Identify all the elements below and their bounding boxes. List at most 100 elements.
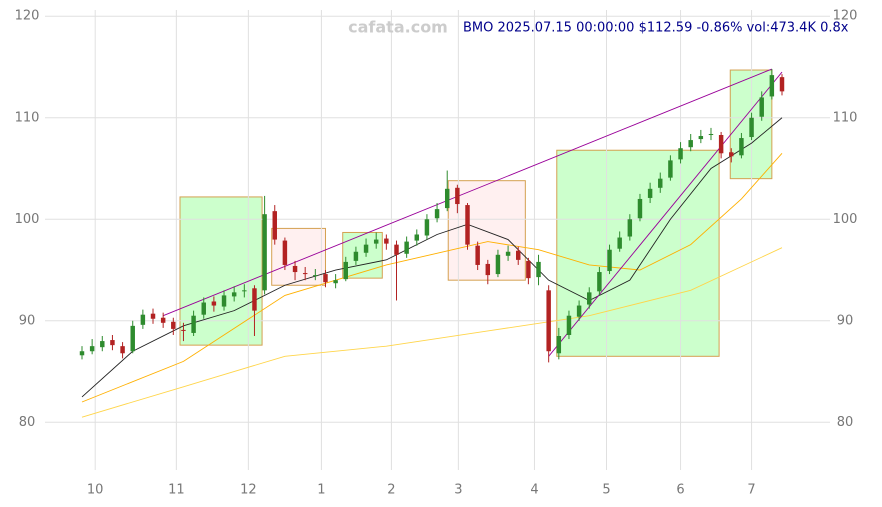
candle-body (434, 209, 440, 219)
x-tick-label: 3 (454, 483, 462, 498)
candle-body (546, 290, 551, 352)
candle-body (495, 254, 501, 275)
candle-body (150, 313, 156, 319)
candle-body (323, 274, 328, 283)
candle-body (455, 187, 460, 205)
candle-body (779, 77, 785, 92)
candle-body (485, 263, 491, 276)
candle-body (627, 219, 633, 237)
x-tick-label: 6 (676, 483, 684, 498)
y-tick-label-right: 100 (833, 212, 858, 227)
candle-body (516, 250, 521, 260)
candle-body (444, 188, 450, 209)
candle-body (89, 346, 95, 352)
candle-body (668, 160, 673, 178)
x-tick-label: 11 (168, 483, 185, 498)
x-tick-label: 4 (530, 483, 538, 498)
y-tick-label: 90 (19, 313, 36, 328)
candle-body (384, 238, 389, 244)
candle-body (566, 315, 572, 335)
candle-body (394, 244, 399, 255)
x-tick-label: 10 (87, 483, 104, 498)
y-tick-label-right: 80 (837, 415, 854, 430)
candle-body (79, 351, 85, 356)
candle-body (160, 317, 166, 323)
candle-body (262, 214, 267, 291)
candle-body (242, 290, 247, 292)
candle-body (587, 292, 592, 305)
y-tick-label: 80 (19, 415, 36, 430)
chart-title: BMO 2025.07.15 00:00:00 $112.59 -0.86% v… (463, 21, 849, 36)
candle-body (181, 329, 186, 331)
candle-body (282, 240, 288, 265)
x-tick-label: 7 (747, 483, 755, 498)
candle-body (191, 315, 196, 333)
candle-body (505, 251, 511, 256)
indicator-line (81, 152, 783, 403)
candle-body (313, 275, 318, 277)
candle-body (201, 302, 206, 315)
candle-body (292, 265, 298, 273)
zone (271, 227, 326, 286)
candle-body (658, 178, 663, 188)
candle-body (424, 219, 430, 236)
candle-body (678, 148, 683, 160)
candle-body (617, 237, 622, 249)
y-tick-label: 120 (15, 9, 40, 24)
candle-body (759, 97, 764, 117)
candle-body (688, 140, 693, 148)
candle-body (120, 346, 125, 354)
candle-body (140, 314, 146, 325)
zone (556, 149, 720, 357)
x-tick-label: 1 (317, 483, 325, 498)
candle-body (404, 241, 409, 254)
candle-body (607, 249, 612, 272)
candle-body (556, 336, 562, 354)
y-tick-label-right: 120 (833, 9, 858, 24)
candle-body (749, 117, 754, 138)
zone (447, 180, 526, 281)
y-tick-label-right: 90 (837, 313, 854, 328)
candle-body (465, 205, 470, 245)
candle-body (333, 280, 338, 284)
candle-body (718, 135, 724, 154)
candle-body (414, 234, 420, 241)
watermark: cafata.com (348, 18, 448, 37)
candle-body (231, 292, 237, 297)
candle-body (302, 273, 308, 275)
candle-body (373, 239, 379, 244)
indicator-line (548, 71, 783, 357)
indicator-line (81, 247, 783, 418)
candle-body (708, 133, 714, 136)
candle-body (769, 75, 775, 97)
candle-body (130, 325, 135, 352)
candle-body (475, 245, 480, 265)
candle-body (526, 260, 531, 279)
candle-body (221, 295, 227, 307)
candle-body (698, 136, 704, 140)
candle-body (647, 188, 653, 198)
x-tick-label: 12 (240, 483, 257, 498)
candle-body (637, 198, 643, 219)
candle-body (536, 261, 541, 278)
candle-body (729, 152, 734, 157)
candle-body (171, 321, 176, 329)
candle-body (363, 244, 369, 253)
y-tick-label-right: 110 (833, 110, 858, 125)
x-tick-label: 5 (602, 483, 610, 498)
candle-body (110, 340, 115, 346)
y-tick-label: 110 (15, 110, 40, 125)
candle-body (252, 288, 257, 311)
candle-body (576, 305, 582, 317)
candle-body (739, 138, 744, 156)
candle-body (353, 251, 359, 261)
y-tick-label: 100 (15, 212, 40, 227)
candle-body (100, 341, 105, 348)
candle-body (211, 301, 217, 306)
candle-body (597, 272, 602, 292)
x-tick-label: 2 (387, 483, 395, 498)
candle-body (343, 261, 348, 280)
